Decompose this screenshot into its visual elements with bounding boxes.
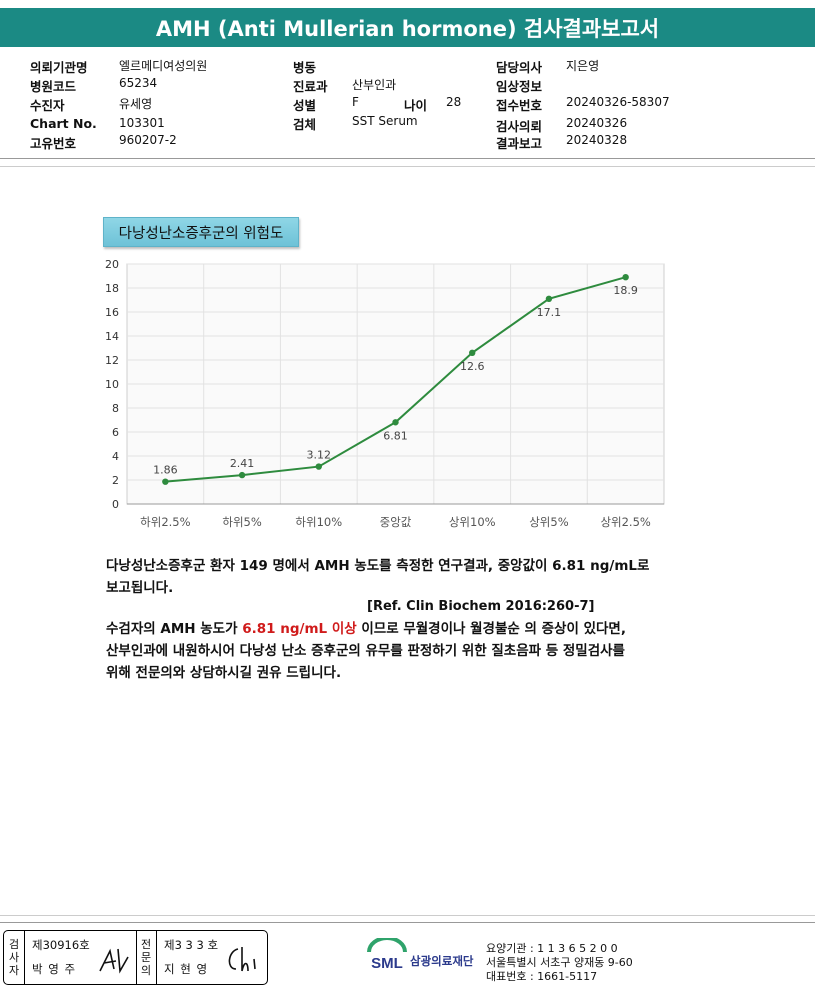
label-specimen: 검체 bbox=[293, 117, 317, 132]
risk-line-chart: 0 2 4 6 8 10 12 14 16 18 20 하위2.5% 하위5% 하위10% 중앙값 상위10%… bbox=[103, 258, 666, 542]
data-point bbox=[545, 295, 553, 302]
logo-text: SML bbox=[371, 955, 403, 972]
y-tick-label: 18 bbox=[105, 282, 119, 295]
inspector-label: 검사자 bbox=[8, 938, 20, 977]
y-tick-label: 10 bbox=[105, 378, 119, 391]
y-tick-label: 0 bbox=[112, 498, 119, 511]
advice-text-b: 이므로 무월경이나 월경불순 의 증상이 있다면, bbox=[356, 621, 626, 637]
org-address: 서울특별시 서초구 양재동 9-60 bbox=[486, 956, 633, 969]
specialist-label: 전문의 bbox=[140, 938, 152, 977]
data-point bbox=[622, 274, 629, 281]
label-department: 진료과 bbox=[293, 79, 328, 94]
org-code: 요양기관 : 1 1 3 6 5 2 0 0 bbox=[486, 942, 618, 955]
sml-logo-icon: SML bbox=[367, 938, 407, 972]
paragraph-advice-line3: 위해 전문의와 상담하시길 권유 드립니다. bbox=[106, 665, 342, 681]
y-tick-label: 14 bbox=[105, 330, 119, 343]
value-hospital-code: 65234 bbox=[119, 76, 158, 90]
section-title: 다낭성난소증후군의 위험도 bbox=[103, 217, 299, 247]
patient-info-header: 의뢰기관명 엘르메디여성의원 병원코드 65234 수진자 유세영 Chart … bbox=[0, 54, 815, 154]
data-point bbox=[392, 419, 399, 426]
specialist-name: 지 현 영 bbox=[164, 962, 209, 976]
x-tick-label: 상위10% bbox=[449, 515, 496, 529]
value-specimen: SST Serum bbox=[352, 114, 418, 128]
advice-highlight: 6.81 ng/mL 이상 bbox=[242, 621, 357, 637]
y-tick-label: 16 bbox=[105, 306, 119, 319]
inspector-name: 박 영 주 bbox=[32, 962, 77, 976]
data-label: 2.41 bbox=[230, 457, 255, 470]
label-receipt-no: 접수번호 bbox=[496, 98, 543, 113]
y-tick-label: 12 bbox=[105, 354, 119, 367]
label-doctor: 담당의사 bbox=[496, 60, 543, 75]
value-doctor: 지은영 bbox=[566, 59, 600, 73]
org-name: 삼광의료재단 bbox=[410, 954, 474, 968]
value-sex: F bbox=[352, 95, 359, 109]
value-receipt-no: 20240326-58307 bbox=[566, 95, 670, 109]
label-clinical-info: 임상정보 bbox=[496, 79, 543, 94]
inspector-signature bbox=[99, 948, 129, 974]
value-unique-id: 960207-2 bbox=[119, 133, 177, 147]
value-test-request: 20240326 bbox=[566, 116, 628, 130]
data-point bbox=[315, 463, 322, 470]
report-title: AMH (Anti Mullerian hormone) 검사결과보고서 bbox=[0, 8, 815, 47]
label-test-request: 검사의뢰 bbox=[496, 119, 543, 134]
label-hospital-code: 병원코드 bbox=[30, 79, 77, 94]
x-tick-label: 상위5% bbox=[529, 515, 568, 529]
data-label: 1.86 bbox=[153, 464, 178, 477]
value-age: 28 bbox=[446, 95, 462, 109]
reference-citation: [Ref. Clin Biochem 2016:260-7] bbox=[367, 599, 595, 614]
data-point bbox=[469, 349, 476, 356]
header-divider-light bbox=[0, 166, 815, 167]
footer-divider bbox=[0, 922, 815, 923]
label-ward: 병동 bbox=[293, 60, 317, 75]
header-divider bbox=[0, 158, 815, 159]
value-department: 산부인과 bbox=[352, 78, 397, 92]
footer-divider-light bbox=[0, 915, 815, 916]
value-patient: 유세영 bbox=[119, 97, 153, 111]
org-phone: 대표번호 : 1661-5117 bbox=[486, 970, 598, 983]
paragraph-study-line1: 다낭성난소증후군 환자 149 명에서 AMH 농도를 측정한 연구결과, 중앙… bbox=[106, 558, 650, 574]
label-chart-no: Chart No. bbox=[30, 116, 97, 131]
paragraph-study-line2: 보고됩니다. bbox=[106, 580, 174, 596]
label-age: 나이 bbox=[404, 98, 428, 113]
data-label: 17.1 bbox=[537, 306, 562, 319]
y-tick-label: 8 bbox=[112, 402, 119, 415]
advice-text-a: 수검자의 AMH 농도가 bbox=[106, 621, 243, 637]
signature-box: 검사자 제30916호 박 영 주 전문의 제3 3 3 호 지 현 영 bbox=[3, 930, 268, 985]
x-tick-label: 중앙값 bbox=[380, 515, 412, 529]
data-label: 18.9 bbox=[613, 284, 638, 297]
paragraph-advice-line1: 수검자의 AMH 농도가 6.81 ng/mL 이상 이므로 무월경이나 월경불… bbox=[106, 618, 706, 640]
specialist-license: 제3 3 3 호 bbox=[164, 938, 219, 952]
data-label: 3.12 bbox=[307, 449, 332, 462]
data-label: 12.6 bbox=[460, 360, 485, 373]
label-unique-id: 고유번호 bbox=[30, 136, 77, 151]
y-tick-label: 6 bbox=[112, 426, 119, 439]
y-tick-label: 20 bbox=[105, 258, 119, 271]
data-point bbox=[162, 478, 169, 485]
label-patient: 수진자 bbox=[30, 98, 65, 113]
x-tick-label: 하위5% bbox=[222, 515, 261, 529]
value-result-report: 20240328 bbox=[566, 133, 628, 147]
x-tick-label: 하위10% bbox=[295, 515, 342, 529]
data-point bbox=[238, 471, 246, 479]
label-sex: 성별 bbox=[293, 98, 317, 113]
inspector-license: 제30916호 bbox=[32, 938, 90, 952]
paragraph-advice-line2: 산부인과에 내원하시어 다낭성 난소 증후군의 유무를 판정하기 위한 질초음파… bbox=[106, 643, 625, 659]
y-tick-label: 2 bbox=[112, 474, 119, 487]
label-referring-clinic: 의뢰기관명 bbox=[30, 60, 88, 75]
x-tick-label: 상위2.5% bbox=[600, 515, 650, 529]
y-tick-label: 4 bbox=[112, 450, 119, 463]
label-result-report: 결과보고 bbox=[496, 136, 543, 151]
value-chart-no: 103301 bbox=[119, 116, 165, 130]
value-referring-clinic: 엘르메디여성의원 bbox=[119, 59, 208, 73]
specialist-signature bbox=[228, 947, 256, 972]
data-label: 6.81 bbox=[383, 429, 408, 442]
x-tick-label: 하위2.5% bbox=[140, 515, 190, 529]
